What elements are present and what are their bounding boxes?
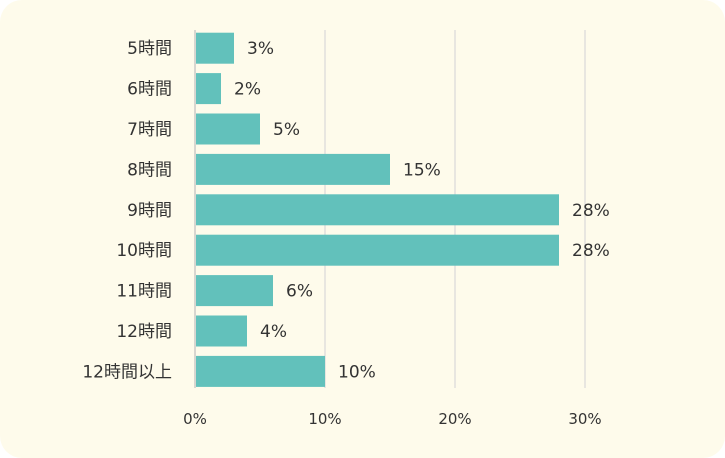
x-tick-label-0: 0% (183, 410, 207, 428)
category-label-4: 8時間 (127, 160, 172, 180)
category-label-8: 12時間 (116, 322, 172, 342)
bar-8 (196, 315, 247, 347)
value-label-3: 5% (273, 120, 300, 140)
bar-6 (196, 234, 559, 266)
value-label-4: 15% (403, 160, 441, 180)
value-label-5: 28% (572, 201, 610, 221)
bar-9 (196, 355, 325, 387)
x-tick-label-10: 10% (308, 410, 341, 428)
x-tick-labels: 0% 10% 20% 30% (183, 410, 602, 428)
value-label-7: 6% (286, 282, 313, 302)
bar-3 (196, 113, 260, 145)
bar-5 (196, 194, 559, 226)
category-label-6: 10時間 (116, 241, 172, 261)
category-label-5: 9時間 (127, 201, 172, 221)
value-label-1: 3% (247, 39, 274, 59)
value-label-8: 4% (260, 322, 287, 342)
value-labels: 3% 2% 5% 15% 28% 28% 6% 4% 10% (234, 39, 610, 382)
bar-2 (196, 73, 221, 105)
value-label-9: 10% (338, 362, 376, 382)
category-label-9: 12時間以上 (82, 362, 172, 382)
bars (196, 32, 559, 387)
bar-7 (196, 275, 273, 307)
value-label-2: 2% (234, 80, 261, 100)
category-label-7: 11時間 (116, 282, 172, 302)
category-labels: 5時間 6時間 7時間 8時間 9時間 10時間 11時間 12時間 12時間以上 (82, 39, 172, 382)
x-tick-label-30: 30% (568, 410, 601, 428)
category-label-3: 7時間 (127, 120, 172, 140)
category-label-1: 5時間 (127, 39, 172, 59)
value-label-6: 28% (572, 241, 610, 261)
category-label-2: 6時間 (127, 80, 172, 100)
bar-4 (196, 153, 390, 185)
x-tick-label-20: 20% (438, 410, 471, 428)
bar-1 (196, 32, 234, 64)
